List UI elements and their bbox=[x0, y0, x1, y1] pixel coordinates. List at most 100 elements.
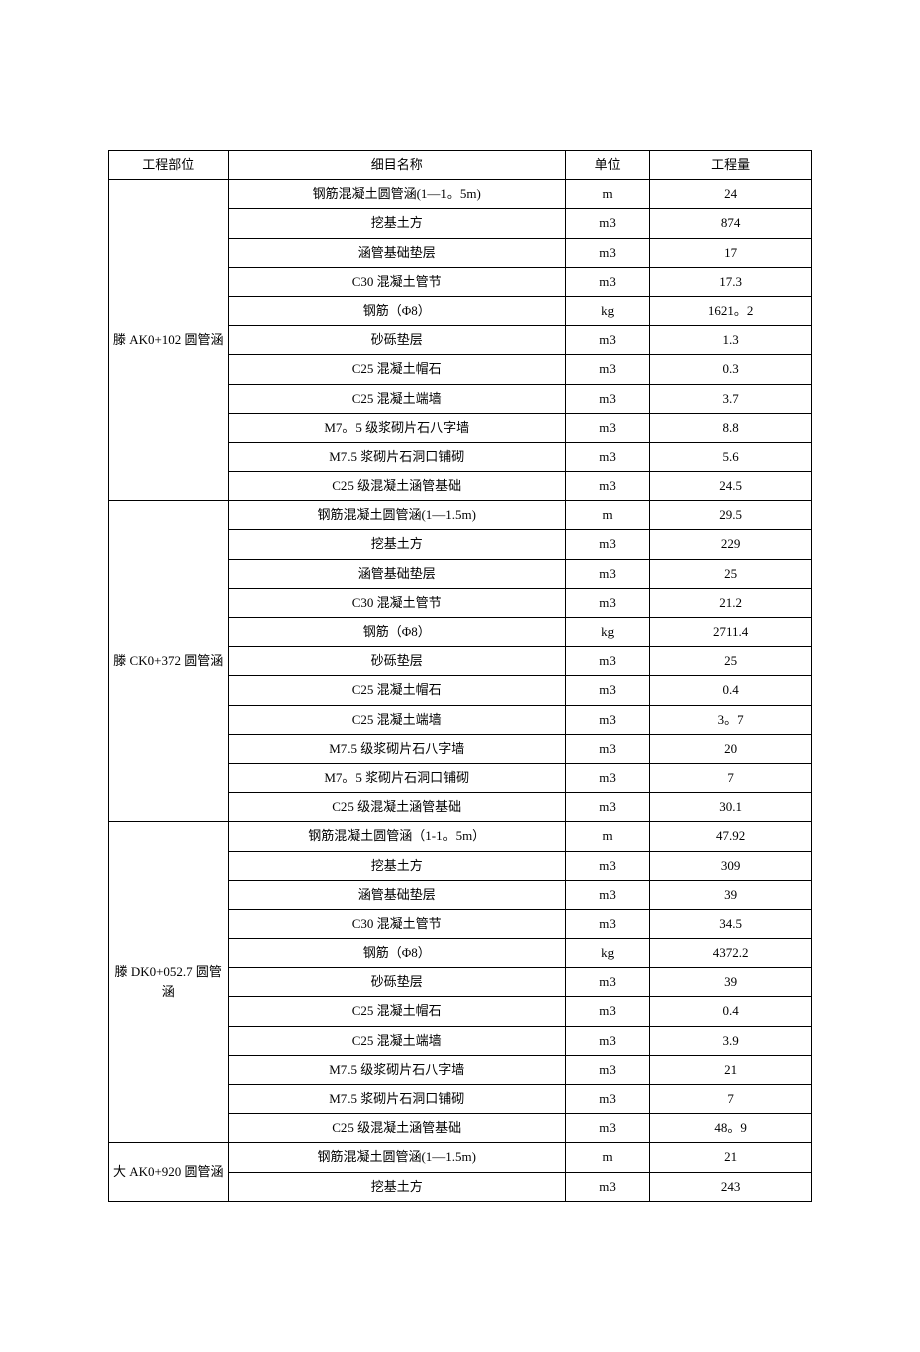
unit-cell: m3 bbox=[565, 909, 649, 938]
item-cell: M7。5 浆砌片石洞口铺砌 bbox=[228, 763, 565, 792]
quantity-cell: 29.5 bbox=[650, 501, 812, 530]
unit-cell: m3 bbox=[565, 647, 649, 676]
item-cell: 钢筋混凝土圆管涵(1—1.5m) bbox=[228, 1143, 565, 1172]
quantity-cell: 47.92 bbox=[650, 822, 812, 851]
unit-cell: kg bbox=[565, 618, 649, 647]
location-cell: 滕 CK0+372 圆管涵 bbox=[109, 501, 229, 822]
unit-cell: m3 bbox=[565, 442, 649, 471]
unit-cell: m3 bbox=[565, 763, 649, 792]
unit-cell: m bbox=[565, 501, 649, 530]
item-cell: C25 混凝土帽石 bbox=[228, 997, 565, 1026]
quantity-cell: 0.4 bbox=[650, 676, 812, 705]
item-cell: 涵管基础垫层 bbox=[228, 880, 565, 909]
quantity-cell: 21 bbox=[650, 1143, 812, 1172]
quantity-cell: 24 bbox=[650, 180, 812, 209]
quantity-cell: 20 bbox=[650, 734, 812, 763]
unit-cell: kg bbox=[565, 296, 649, 325]
quantity-cell: 21.2 bbox=[650, 588, 812, 617]
item-cell: 钢筋（Φ8） bbox=[228, 939, 565, 968]
item-cell: 砂砾垫层 bbox=[228, 326, 565, 355]
header-item: 细目名称 bbox=[228, 151, 565, 180]
item-cell: 挖基土方 bbox=[228, 209, 565, 238]
unit-cell: m3 bbox=[565, 209, 649, 238]
item-cell: 砂砾垫层 bbox=[228, 647, 565, 676]
unit-cell: m bbox=[565, 1143, 649, 1172]
item-cell: C25 级混凝土涵管基础 bbox=[228, 472, 565, 501]
item-cell: 挖基土方 bbox=[228, 1172, 565, 1201]
quantity-cell: 39 bbox=[650, 968, 812, 997]
unit-cell: m3 bbox=[565, 1055, 649, 1084]
quantity-cell: 8.8 bbox=[650, 413, 812, 442]
item-cell: C25 混凝土帽石 bbox=[228, 355, 565, 384]
item-cell: 涵管基础垫层 bbox=[228, 559, 565, 588]
header-unit: 单位 bbox=[565, 151, 649, 180]
unit-cell: m3 bbox=[565, 1085, 649, 1114]
table-body: 滕 AK0+102 圆管涵钢筋混凝土圆管涵(1—1。5m)m24挖基土方m387… bbox=[109, 180, 812, 1202]
item-cell: C30 混凝土管节 bbox=[228, 588, 565, 617]
quantity-cell: 3.7 bbox=[650, 384, 812, 413]
quantity-cell: 7 bbox=[650, 1085, 812, 1114]
quantity-cell: 25 bbox=[650, 647, 812, 676]
item-cell: 钢筋混凝土圆管涵(1—1.5m) bbox=[228, 501, 565, 530]
quantity-cell: 25 bbox=[650, 559, 812, 588]
quantity-cell: 0.3 bbox=[650, 355, 812, 384]
item-cell: M7。5 级浆砌片石八字墙 bbox=[228, 413, 565, 442]
unit-cell: m3 bbox=[565, 793, 649, 822]
location-cell: 滕 AK0+102 圆管涵 bbox=[109, 180, 229, 501]
item-cell: C30 混凝土管节 bbox=[228, 909, 565, 938]
header-location: 工程部位 bbox=[109, 151, 229, 180]
item-cell: C25 混凝土端墙 bbox=[228, 1026, 565, 1055]
unit-cell: m3 bbox=[565, 968, 649, 997]
item-cell: C25 混凝土端墙 bbox=[228, 384, 565, 413]
header-quantity: 工程量 bbox=[650, 151, 812, 180]
item-cell: 钢筋（Φ8） bbox=[228, 296, 565, 325]
unit-cell: m3 bbox=[565, 472, 649, 501]
table-row: 大 AK0+920 圆管涵钢筋混凝土圆管涵(1—1.5m)m21 bbox=[109, 1143, 812, 1172]
item-cell: 钢筋（Φ8） bbox=[228, 618, 565, 647]
quantity-cell: 48。9 bbox=[650, 1114, 812, 1143]
unit-cell: m3 bbox=[565, 1114, 649, 1143]
location-cell: 大 AK0+920 圆管涵 bbox=[109, 1143, 229, 1201]
quantity-cell: 3.9 bbox=[650, 1026, 812, 1055]
item-cell: 砂砾垫层 bbox=[228, 968, 565, 997]
quantity-cell: 2711.4 bbox=[650, 618, 812, 647]
unit-cell: m bbox=[565, 180, 649, 209]
location-cell: 滕 DK0+052.7 圆管涵 bbox=[109, 822, 229, 1143]
table-header-row: 工程部位 细目名称 单位 工程量 bbox=[109, 151, 812, 180]
quantity-cell: 229 bbox=[650, 530, 812, 559]
item-cell: C25 级混凝土涵管基础 bbox=[228, 1114, 565, 1143]
quantity-cell: 17.3 bbox=[650, 267, 812, 296]
item-cell: M7.5 浆砌片石洞口铺砌 bbox=[228, 442, 565, 471]
item-cell: 挖基土方 bbox=[228, 530, 565, 559]
quantity-cell: 30.1 bbox=[650, 793, 812, 822]
unit-cell: m3 bbox=[565, 734, 649, 763]
quantity-cell: 34.5 bbox=[650, 909, 812, 938]
item-cell: 钢筋混凝土圆管涵（1-1。5m） bbox=[228, 822, 565, 851]
item-cell: C25 混凝土端墙 bbox=[228, 705, 565, 734]
unit-cell: m bbox=[565, 822, 649, 851]
quantity-cell: 21 bbox=[650, 1055, 812, 1084]
quantity-cell: 5.6 bbox=[650, 442, 812, 471]
unit-cell: m3 bbox=[565, 384, 649, 413]
unit-cell: m3 bbox=[565, 413, 649, 442]
unit-cell: m3 bbox=[565, 880, 649, 909]
unit-cell: m3 bbox=[565, 355, 649, 384]
quantity-cell: 4372.2 bbox=[650, 939, 812, 968]
unit-cell: m3 bbox=[565, 676, 649, 705]
item-cell: M7.5 级浆砌片石八字墙 bbox=[228, 1055, 565, 1084]
item-cell: C30 混凝土管节 bbox=[228, 267, 565, 296]
unit-cell: m3 bbox=[565, 238, 649, 267]
unit-cell: m3 bbox=[565, 1172, 649, 1201]
quantity-cell: 243 bbox=[650, 1172, 812, 1201]
unit-cell: m3 bbox=[565, 851, 649, 880]
quantity-cell: 1621。2 bbox=[650, 296, 812, 325]
unit-cell: m3 bbox=[565, 530, 649, 559]
unit-cell: m3 bbox=[565, 559, 649, 588]
unit-cell: m3 bbox=[565, 1026, 649, 1055]
unit-cell: m3 bbox=[565, 588, 649, 617]
table-row: 滕 CK0+372 圆管涵钢筋混凝土圆管涵(1—1.5m)m29.5 bbox=[109, 501, 812, 530]
engineering-quantity-table: 工程部位 细目名称 单位 工程量 滕 AK0+102 圆管涵钢筋混凝土圆管涵(1… bbox=[108, 150, 812, 1202]
item-cell: M7.5 级浆砌片石八字墙 bbox=[228, 734, 565, 763]
quantity-cell: 39 bbox=[650, 880, 812, 909]
item-cell: 涵管基础垫层 bbox=[228, 238, 565, 267]
